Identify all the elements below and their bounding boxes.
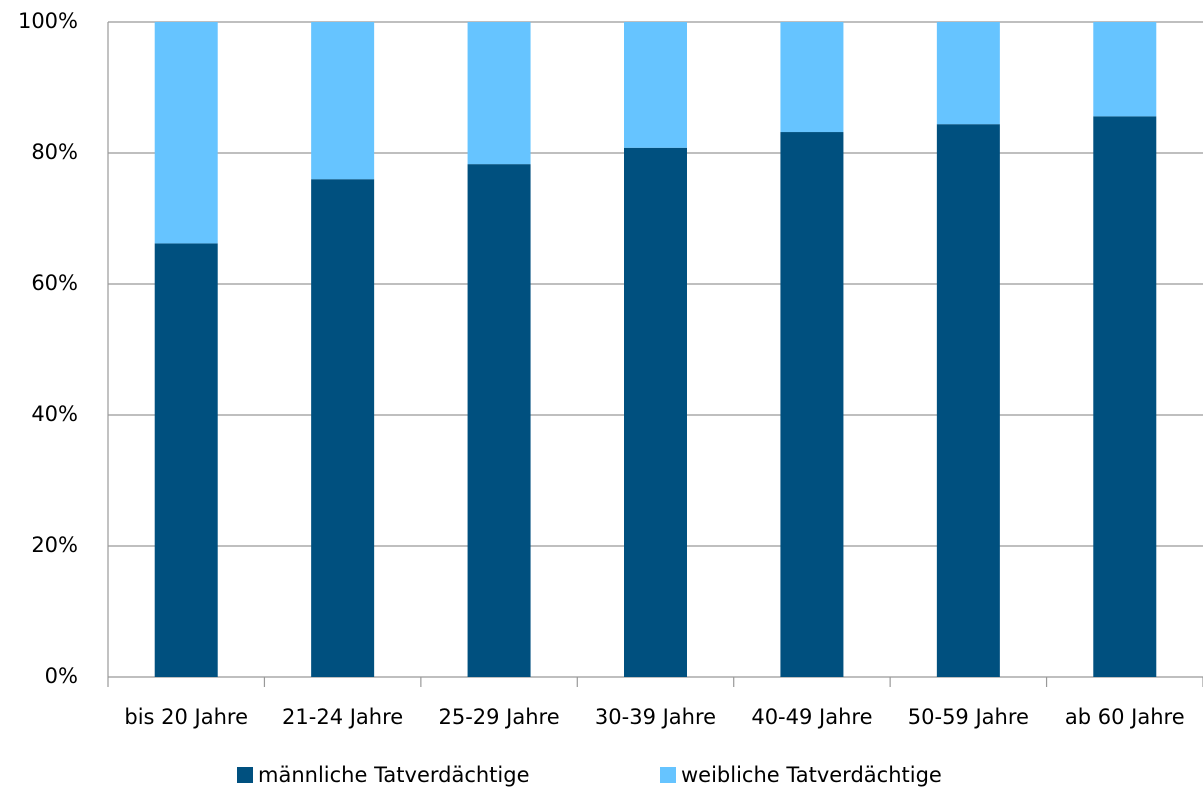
bar-segment: [780, 132, 844, 678]
legend-label: weibliche Tatverdächtige: [681, 763, 942, 787]
bar-segment: [1093, 22, 1157, 117]
y-tick-label: 60%: [31, 271, 78, 295]
y-tick-label: 0%: [45, 664, 78, 688]
y-tick-label: 40%: [31, 402, 78, 426]
y-tick-label: 100%: [18, 9, 78, 33]
bar-segment: [154, 22, 218, 244]
x-tick-label: 40-49 Jahre: [751, 705, 872, 729]
bar-segment: [467, 22, 531, 165]
bar-segment: [467, 164, 531, 677]
x-tick-label: 50-59 Jahre: [908, 705, 1029, 729]
x-tick-label: ab 60 Jahre: [1065, 705, 1185, 729]
bar-segment: [780, 22, 844, 133]
bar-segment: [311, 22, 375, 180]
bar-segment: [1093, 116, 1157, 677]
x-tick-label: 25-29 Jahre: [438, 705, 559, 729]
bar-segment: [154, 243, 218, 677]
bar-segment: [624, 147, 687, 677]
legend-label: männliche Tatverdächtige: [258, 763, 530, 787]
y-tick-label: 20%: [31, 533, 78, 557]
legend-swatch: [660, 767, 676, 783]
bar-segment: [624, 22, 687, 148]
x-tick-label: 30-39 Jahre: [595, 705, 716, 729]
bar-segment: [311, 179, 375, 677]
y-tick-label: 80%: [31, 140, 78, 164]
bar-segment: [936, 22, 1000, 125]
bar-segment: [936, 124, 1000, 678]
x-tick-label: bis 20 Jahre: [124, 705, 248, 729]
legend-swatch: [237, 767, 253, 783]
x-tick-label: 21-24 Jahre: [282, 705, 403, 729]
